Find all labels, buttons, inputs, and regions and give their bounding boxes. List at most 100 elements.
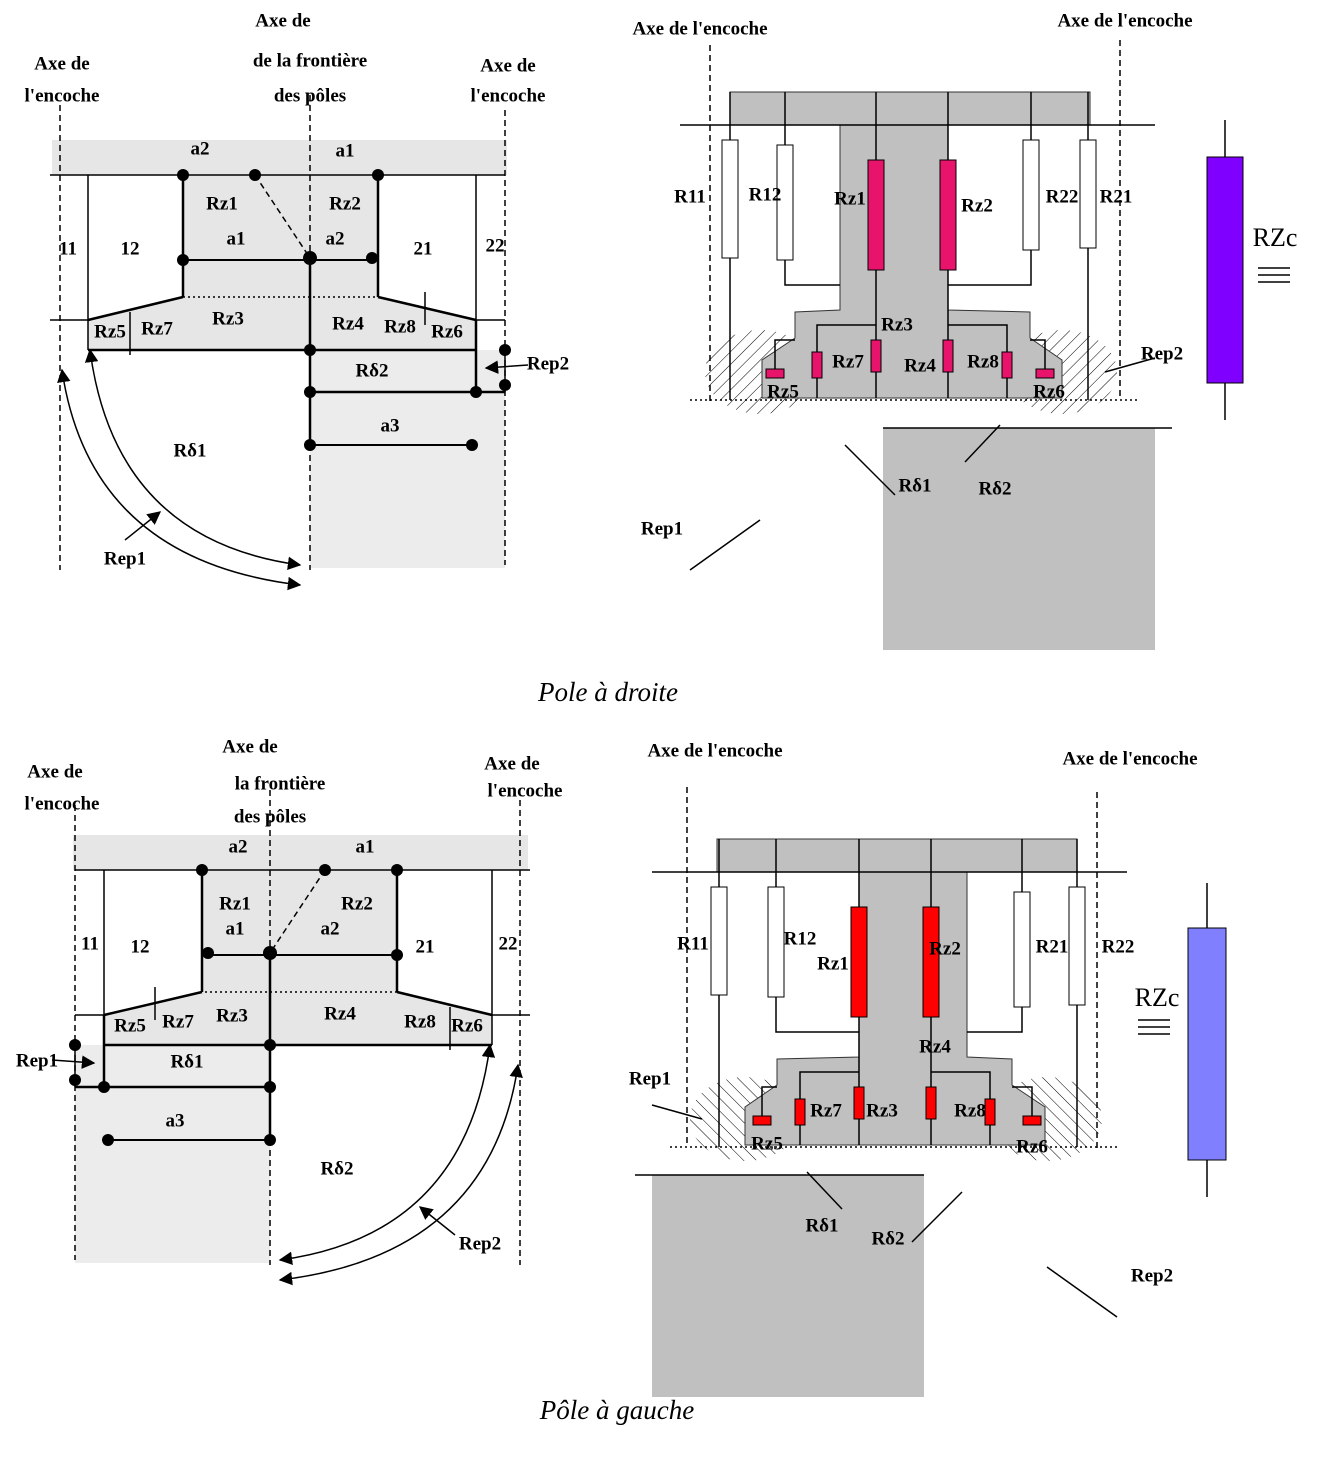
label: 21 (416, 936, 435, 957)
label: Rδ2 (320, 1158, 353, 1179)
label: Rz5 (751, 1133, 783, 1154)
label: 11 (59, 238, 77, 259)
label: Rz6 (451, 1015, 483, 1036)
label: Rz5 (114, 1015, 146, 1036)
label: Axe de l'encoche (647, 740, 782, 761)
label: a1 (336, 140, 355, 161)
rect-shape (1206, 156, 1244, 384)
label: RZc (1253, 223, 1298, 252)
label: a2 (191, 138, 210, 159)
label: l'encoche (25, 85, 100, 106)
label: a2 (321, 918, 340, 939)
label: Axe de l'encoche (1062, 748, 1197, 769)
label: Axe de (480, 55, 535, 76)
label: Rδ1 (170, 1051, 203, 1072)
label: a1 (227, 228, 246, 249)
label: l'encoche (488, 780, 563, 801)
right-diagram-top (679, 39, 1173, 651)
label: RZc (1135, 983, 1180, 1012)
label: Rz1 (206, 193, 238, 214)
label: Rz3 (216, 1005, 248, 1026)
label: des pôles (274, 85, 346, 106)
label: Rz8 (404, 1011, 436, 1032)
label: Rz8 (384, 316, 416, 337)
label: Rδ1 (898, 475, 931, 496)
label: Rz4 (904, 355, 936, 376)
label: Rep1 (629, 1068, 671, 1089)
label: Rep1 (16, 1050, 58, 1071)
label: Rz5 (767, 381, 799, 402)
label: Axe de (484, 753, 539, 774)
label: Rz8 (967, 351, 999, 372)
label: a1 (226, 918, 245, 939)
label: 12 (131, 936, 150, 957)
rect-shape (1187, 927, 1227, 1161)
label: Rz7 (810, 1100, 842, 1121)
label: Rz1 (834, 188, 866, 209)
label: Rz4 (324, 1003, 356, 1024)
right-diagram-bottom (634, 786, 1128, 1398)
label: Rz7 (832, 351, 864, 372)
label: Rz1 (219, 893, 251, 914)
label: 22 (486, 235, 505, 256)
label: Rz5 (94, 321, 126, 342)
label: Rep1 (641, 518, 683, 539)
label: R22 (1102, 936, 1135, 957)
label: Rz4 (332, 313, 364, 334)
label: Rz3 (212, 308, 244, 329)
label: Rep2 (459, 1233, 501, 1254)
label: Rδ2 (871, 1228, 904, 1249)
label: a3 (166, 1110, 185, 1131)
label: Rep2 (1131, 1265, 1173, 1286)
label: Rep1 (104, 548, 146, 569)
label: Rz2 (929, 938, 961, 959)
label: Rz4 (919, 1036, 951, 1057)
rzc-bottom (1138, 883, 1227, 1197)
label: l'encoche (25, 793, 100, 814)
label: a2 (326, 228, 345, 249)
label: Axe de (34, 53, 89, 74)
label: Rep2 (1141, 343, 1183, 364)
label: 21 (414, 238, 433, 259)
label: Rep2 (527, 353, 569, 374)
label: R12 (749, 184, 782, 205)
label: Rz7 (141, 318, 173, 339)
label: a3 (381, 415, 400, 436)
label: R22 (1046, 186, 1079, 207)
label: Rδ2 (355, 360, 388, 381)
label: 12 (121, 238, 140, 259)
caption: Pole à droite (537, 677, 678, 707)
label: a2 (229, 836, 248, 857)
label: Rz6 (1033, 381, 1065, 402)
label: Axe de l'encoche (1057, 10, 1192, 31)
label: a1 (356, 836, 375, 857)
label: R21 (1100, 186, 1133, 207)
label: Rz2 (341, 893, 373, 914)
label: Axe de (222, 736, 277, 757)
label: Rz1 (817, 953, 849, 974)
label: R11 (674, 186, 706, 207)
label: Rδ1 (173, 440, 206, 461)
label: Rz3 (866, 1100, 898, 1121)
label: Rz3 (881, 314, 913, 335)
label: R11 (677, 933, 709, 954)
label: Rz7 (162, 1011, 194, 1032)
caption: Pôle à gauche (539, 1395, 694, 1425)
label: Rz8 (954, 1100, 986, 1121)
label: Rz2 (961, 195, 993, 216)
label: 22 (499, 933, 518, 954)
label: Rδ1 (805, 1215, 838, 1236)
label: l'encoche (471, 85, 546, 106)
label: Rz2 (329, 193, 361, 214)
label: Rz6 (431, 321, 463, 342)
label: Axe de (27, 761, 82, 782)
label: Rδ2 (978, 478, 1011, 499)
label: des pôles (234, 806, 306, 827)
label: la frontière (235, 773, 326, 794)
label: Axe de l'encoche (632, 18, 767, 39)
label: Axe de (255, 10, 310, 31)
label: R21 (1036, 936, 1069, 957)
label: R12 (784, 928, 817, 949)
rzc-top (1206, 120, 1290, 420)
